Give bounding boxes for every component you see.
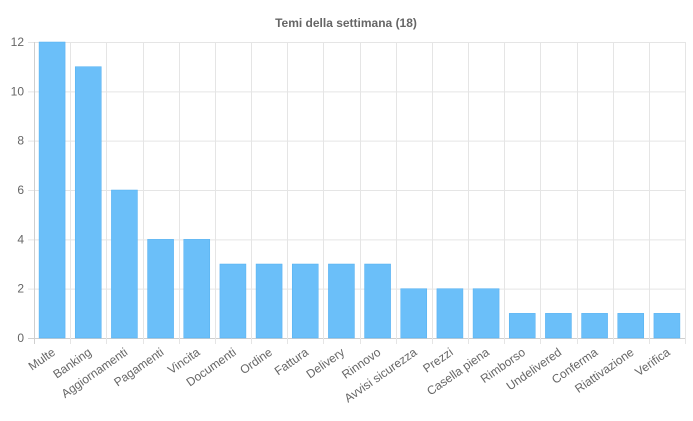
- chart-title: Temi della settimana (18): [275, 16, 417, 30]
- y-tick-label: 4: [17, 232, 24, 246]
- x-tick-label: Verifica: [632, 345, 673, 379]
- y-tick-label: 2: [17, 282, 24, 296]
- bar[interactable]: [364, 263, 391, 339]
- bar[interactable]: [328, 263, 355, 339]
- bar[interactable]: [38, 41, 66, 339]
- bar[interactable]: [545, 313, 572, 339]
- bar[interactable]: [111, 189, 138, 339]
- y-axis: 0 2 4 6 8 10 12: [11, 35, 25, 345]
- bar[interactable]: [653, 313, 681, 339]
- bar[interactable]: [436, 288, 464, 339]
- bar[interactable]: [183, 239, 211, 339]
- grid: [28, 42, 686, 344]
- bar[interactable]: [255, 263, 283, 339]
- bar[interactable]: [472, 288, 500, 339]
- y-tick-label: 10: [11, 84, 25, 98]
- bar[interactable]: [617, 313, 645, 339]
- bar[interactable]: [291, 263, 319, 339]
- x-tick-label: Delivery: [304, 345, 348, 381]
- y-tick-label: 0: [17, 331, 24, 345]
- bar[interactable]: [400, 288, 428, 339]
- bar[interactable]: [581, 313, 608, 339]
- bar[interactable]: [508, 313, 536, 339]
- y-tick-label: 6: [17, 183, 24, 197]
- x-axis: MulteBankingAggiornamentiPagamentiVincit…: [26, 345, 673, 405]
- bars: [38, 41, 681, 339]
- bar[interactable]: [74, 66, 102, 339]
- x-tick-label: Ordine: [237, 345, 275, 377]
- y-tick-label: 12: [11, 35, 25, 49]
- y-tick-label: 8: [17, 134, 24, 148]
- bar[interactable]: [219, 263, 247, 339]
- bar[interactable]: [147, 239, 174, 339]
